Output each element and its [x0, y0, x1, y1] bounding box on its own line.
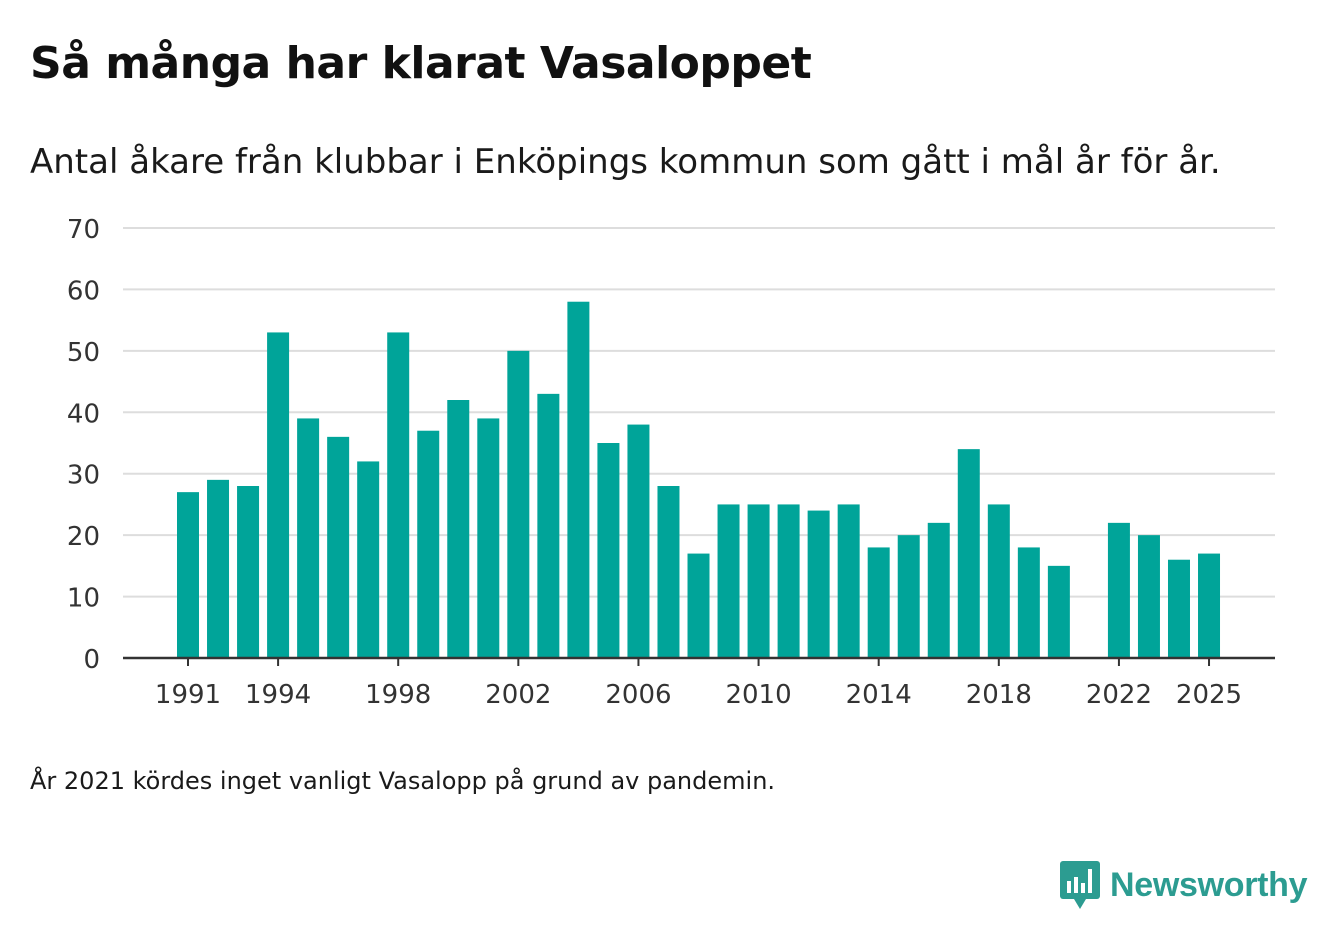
x-tick-label: 1991 — [155, 680, 221, 710]
chart-title: Så många har klarat Vasaloppet — [30, 38, 812, 89]
y-tick-label: 10 — [67, 584, 100, 614]
bar-2004 — [567, 301, 590, 658]
bar-2018 — [987, 504, 1010, 658]
bar-2006 — [627, 424, 650, 658]
bar-2002 — [507, 350, 530, 658]
bar-2001 — [477, 418, 500, 658]
bar-2007 — [657, 486, 680, 658]
chart-subtitle: Antal åkare från klubbar i Enköpings kom… — [30, 142, 1221, 182]
x-tick-label: 2006 — [605, 680, 671, 710]
bar-1996 — [327, 436, 350, 658]
bar-1998 — [387, 332, 410, 658]
bar-2005 — [597, 443, 620, 658]
bar-1992 — [207, 479, 230, 658]
bar-2022 — [1107, 522, 1130, 658]
bar-2003 — [537, 393, 560, 658]
x-tick-label: 2014 — [846, 680, 912, 710]
bar-2019 — [1017, 547, 1040, 658]
x-tick-label: 2010 — [725, 680, 791, 710]
bar-2008 — [687, 553, 710, 658]
bar-2010 — [747, 504, 770, 658]
bar-1994 — [267, 332, 290, 658]
newsworthy-icon — [1060, 861, 1100, 909]
x-tick-label: 2022 — [1086, 680, 1152, 710]
bar-2011 — [777, 504, 800, 658]
y-tick-label: 0 — [83, 645, 100, 675]
bar-2000 — [447, 400, 470, 658]
y-tick-label: 60 — [67, 276, 100, 306]
brand-name: Newsworthy — [1110, 865, 1308, 904]
bar-1995 — [297, 418, 320, 658]
bar-2015 — [897, 535, 920, 658]
y-tick-label: 40 — [67, 399, 100, 429]
bar-1993 — [237, 486, 260, 658]
bar-2017 — [957, 449, 980, 658]
x-tick-label: 2002 — [485, 680, 551, 710]
x-tick-label: 2018 — [966, 680, 1032, 710]
bar-2025 — [1198, 553, 1221, 658]
y-tick-label: 70 — [67, 215, 100, 245]
y-tick-label: 50 — [67, 338, 100, 368]
bar-1997 — [357, 461, 380, 658]
x-tick-label: 1998 — [365, 680, 431, 710]
x-tick-label: 1994 — [245, 680, 311, 710]
bar-2023 — [1137, 535, 1160, 658]
bar-2012 — [807, 510, 830, 658]
x-tick-label: 2025 — [1176, 680, 1242, 710]
bar-1999 — [417, 430, 440, 658]
bar-2009 — [717, 504, 740, 658]
y-tick-label: 30 — [67, 461, 100, 491]
y-tick-label: 20 — [67, 522, 100, 552]
chart-footnote: År 2021 kördes inget vanligt Vasalopp på… — [30, 767, 776, 795]
bar-1991 — [177, 492, 199, 658]
newsworthy-logo: Newsworthy — [1060, 860, 1308, 910]
bar-2013 — [837, 504, 860, 658]
bar-2014 — [867, 547, 890, 658]
bar-2020 — [1047, 565, 1070, 658]
bar-2016 — [927, 522, 950, 658]
bar-2024 — [1167, 559, 1190, 658]
